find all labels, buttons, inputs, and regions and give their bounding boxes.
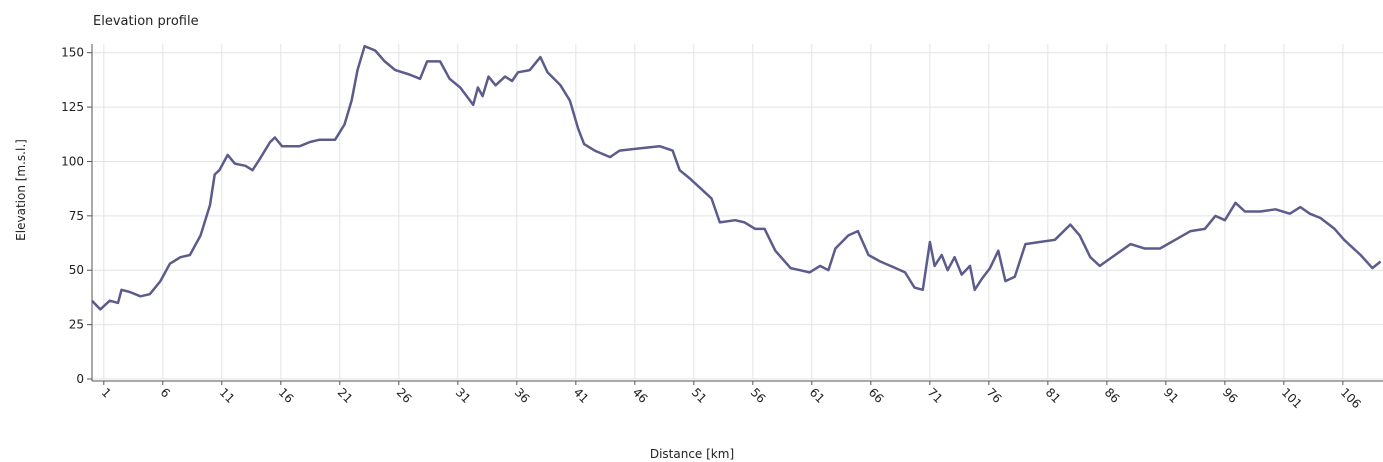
x-tick-label: 36 bbox=[512, 385, 533, 406]
y-tick-label: 150 bbox=[61, 46, 84, 60]
x-tick-label: 31 bbox=[453, 385, 474, 406]
x-tick-label: 46 bbox=[630, 385, 651, 406]
x-tick-label: 96 bbox=[1220, 385, 1241, 406]
y-tick-label: 75 bbox=[69, 209, 84, 223]
y-tick-label: 25 bbox=[69, 318, 84, 332]
x-tick-label: 6 bbox=[158, 385, 173, 400]
y-tick-label: 0 bbox=[76, 372, 84, 386]
x-tick-label: 81 bbox=[1043, 385, 1064, 406]
x-tick-label: 91 bbox=[1161, 385, 1182, 406]
x-tick-label: 101 bbox=[1279, 385, 1305, 411]
chart-title: Elevation profile bbox=[93, 14, 199, 29]
x-tick-label: 61 bbox=[807, 385, 828, 406]
x-tick-label: 71 bbox=[925, 385, 946, 406]
x-tick-label: 1 bbox=[99, 385, 114, 400]
y-tick-label: 50 bbox=[69, 263, 84, 277]
x-tick-label: 41 bbox=[571, 385, 592, 406]
x-tick-label: 76 bbox=[984, 385, 1005, 406]
x-tick-label: 11 bbox=[217, 385, 238, 406]
elevation-line bbox=[91, 44, 1382, 311]
y-axis-label: Elevation [m.s.l.] bbox=[14, 139, 28, 241]
y-tick-label: 100 bbox=[61, 154, 84, 168]
x-tick-label: 21 bbox=[335, 385, 356, 406]
x-tick-label: 106 bbox=[1338, 385, 1364, 411]
x-tick-label: 26 bbox=[394, 385, 415, 406]
x-tick-label: 16 bbox=[276, 385, 297, 406]
x-axis-label: Distance [km] bbox=[650, 447, 734, 461]
x-tick-label: 51 bbox=[689, 385, 710, 406]
x-tick-label: 56 bbox=[748, 385, 769, 406]
y-tick-label: 125 bbox=[61, 100, 84, 114]
x-tick-label: 66 bbox=[866, 385, 887, 406]
x-tick-label: 86 bbox=[1102, 385, 1123, 406]
